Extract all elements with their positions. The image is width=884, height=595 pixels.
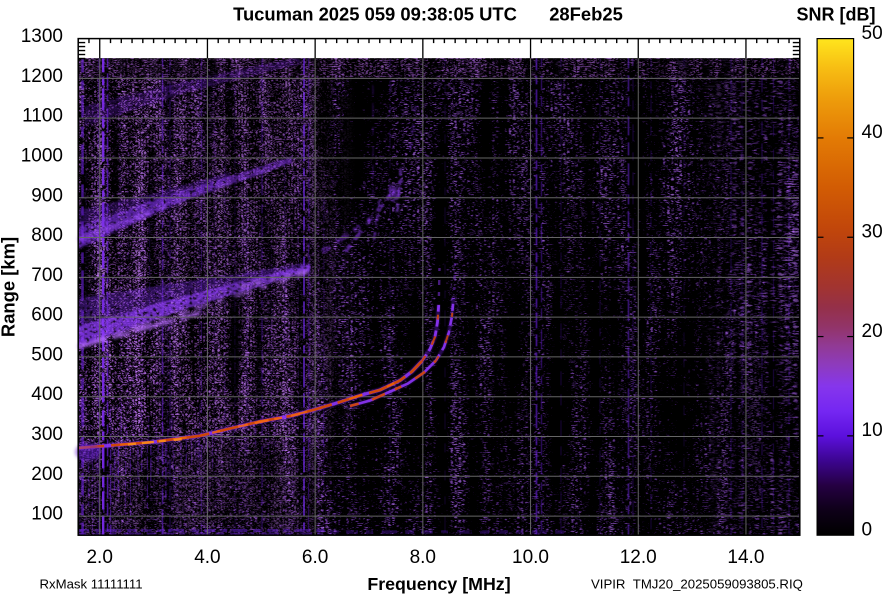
svg-text:Frequency [MHz]: Frequency [MHz] (367, 574, 510, 594)
svg-text:0: 0 (862, 519, 873, 540)
svg-text:10.0: 10.0 (512, 547, 549, 568)
svg-text:8.0: 8.0 (410, 547, 436, 568)
svg-text:1300: 1300 (21, 26, 63, 47)
svg-text:100: 100 (31, 504, 63, 525)
svg-text:Tucuman 2025 059 09:38:05 UTC: Tucuman 2025 059 09:38:05 UTC (233, 4, 517, 25)
svg-text:Range [km]: Range [km] (0, 237, 19, 337)
svg-text:28Feb25: 28Feb25 (549, 4, 623, 25)
svg-text:700: 700 (31, 265, 63, 286)
svg-text:800: 800 (31, 225, 63, 246)
svg-text:10: 10 (862, 420, 883, 441)
svg-text:600: 600 (31, 305, 63, 326)
svg-text:12.0: 12.0 (620, 547, 657, 568)
svg-text:400: 400 (31, 384, 63, 405)
svg-text:1100: 1100 (22, 106, 63, 127)
svg-text:6.0: 6.0 (302, 547, 328, 568)
svg-text:2.0: 2.0 (86, 547, 112, 568)
svg-text:VIPIR TMJ20_2025059093805.RIQ: VIPIR TMJ20_2025059093805.RIQ (591, 577, 803, 592)
svg-text:1200: 1200 (21, 66, 63, 87)
svg-text:1000: 1000 (21, 146, 63, 167)
svg-text:40: 40 (862, 122, 883, 143)
svg-text:500: 500 (31, 344, 63, 365)
svg-text:200: 200 (31, 464, 63, 485)
svg-text:20: 20 (862, 321, 883, 342)
svg-text:4.0: 4.0 (194, 547, 220, 568)
svg-text:900: 900 (31, 185, 63, 206)
svg-text:30: 30 (862, 221, 883, 242)
svg-text:RxMask 11111111: RxMask 11111111 (40, 577, 143, 592)
svg-text:300: 300 (31, 424, 63, 445)
svg-text:SNR [dB]: SNR [dB] (797, 5, 876, 25)
svg-text:14.0: 14.0 (727, 547, 764, 568)
svg-text:50: 50 (862, 23, 883, 44)
